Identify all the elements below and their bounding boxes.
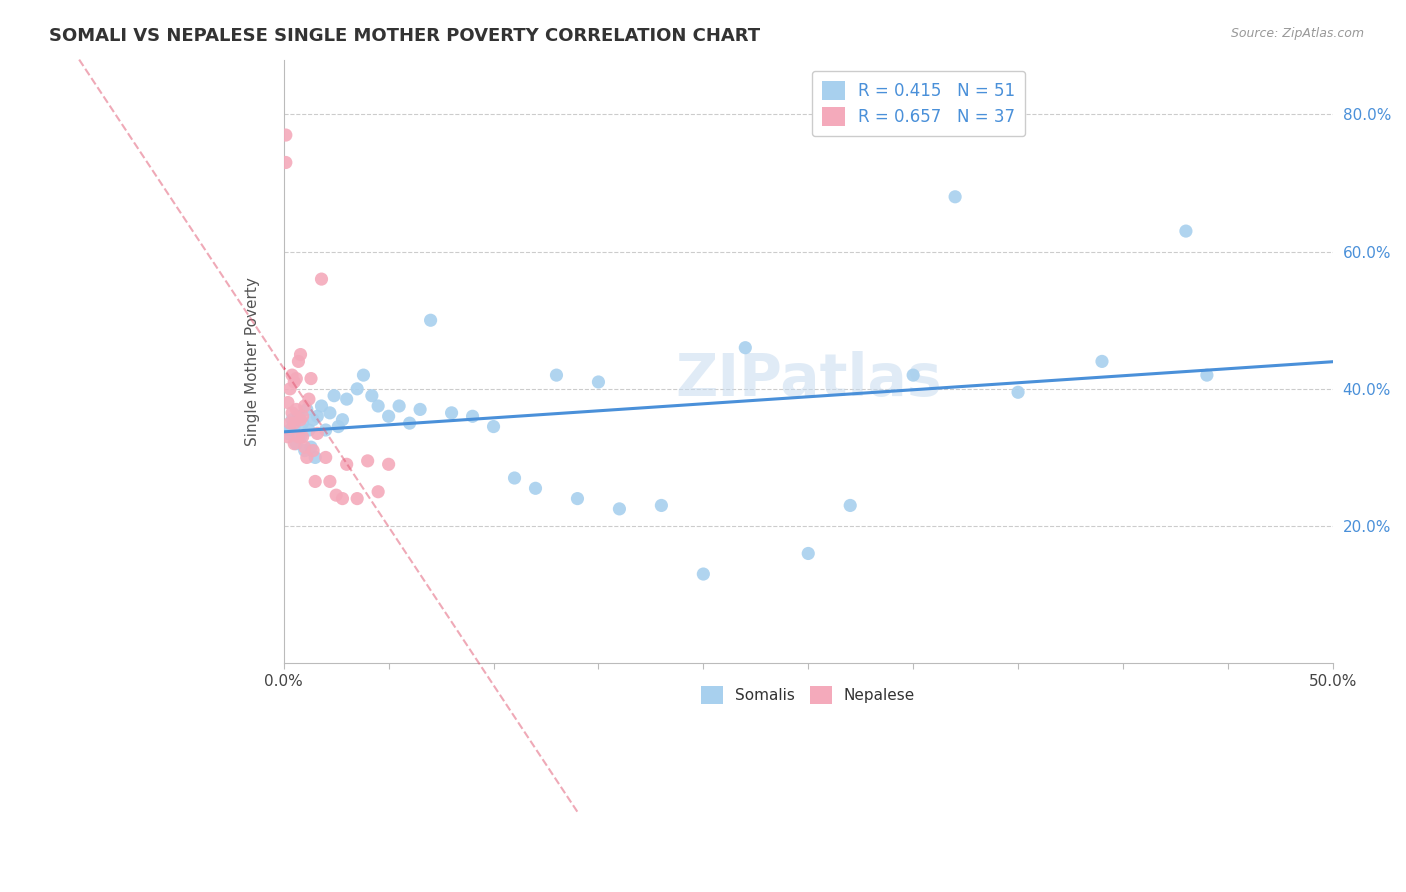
Point: [360, 389, 382, 403]
Text: Source: ZipAtlas.com: Source: ZipAtlas.com: [1230, 27, 1364, 40]
Point: [285, 402, 308, 417]
Point: [283, 436, 305, 450]
Text: SOMALI VS NEPALESE SINGLE MOTHER POVERTY CORRELATION CHART: SOMALI VS NEPALESE SINGLE MOTHER POVERTY…: [49, 27, 761, 45]
Point: [546, 368, 568, 383]
Point: [294, 440, 316, 454]
Point: [287, 409, 309, 424]
Point: [315, 450, 337, 465]
Point: [367, 399, 389, 413]
Point: [1091, 354, 1114, 368]
Legend: Somalis, Nepalese: Somalis, Nepalese: [696, 680, 921, 710]
Point: [319, 406, 342, 420]
Point: [291, 430, 314, 444]
Point: [367, 484, 389, 499]
Point: [319, 475, 342, 489]
Point: [281, 413, 304, 427]
Point: [307, 426, 329, 441]
Point: [287, 430, 309, 444]
Point: [294, 443, 316, 458]
Point: [278, 423, 301, 437]
Point: [328, 419, 350, 434]
Point: [298, 423, 321, 437]
Point: [302, 413, 325, 427]
Point: [285, 436, 308, 450]
Point: [299, 440, 322, 454]
Point: [336, 458, 359, 472]
Point: [290, 413, 312, 427]
Point: [588, 375, 610, 389]
Point: [274, 128, 297, 142]
Point: [287, 354, 309, 368]
Point: [609, 501, 631, 516]
Point: [278, 416, 301, 430]
Point: [291, 416, 314, 430]
Point: [302, 443, 325, 458]
Point: [524, 481, 547, 495]
Point: [283, 375, 305, 389]
Y-axis label: Single Mother Poverty: Single Mother Poverty: [245, 277, 260, 446]
Point: [278, 382, 301, 396]
Point: [409, 402, 432, 417]
Point: [388, 399, 411, 413]
Point: [283, 416, 305, 430]
Point: [277, 395, 299, 409]
Point: [377, 409, 399, 424]
Text: ZIPatlas: ZIPatlas: [675, 351, 942, 408]
Point: [1174, 224, 1197, 238]
Point: [346, 382, 368, 396]
Point: [295, 402, 318, 417]
Point: [356, 454, 378, 468]
Point: [295, 450, 318, 465]
Point: [304, 450, 326, 465]
Point: [283, 419, 305, 434]
Point: [281, 406, 304, 420]
Point: [325, 488, 347, 502]
Point: [567, 491, 589, 506]
Point: [839, 499, 862, 513]
Point: [307, 409, 329, 424]
Point: [281, 368, 304, 383]
Point: [692, 567, 714, 582]
Point: [440, 406, 463, 420]
Point: [304, 475, 326, 489]
Point: [311, 399, 333, 413]
Point: [285, 371, 308, 385]
Point: [298, 392, 321, 406]
Point: [332, 413, 354, 427]
Point: [277, 430, 299, 444]
Point: [315, 423, 337, 437]
Point: [311, 272, 333, 286]
Point: [482, 419, 505, 434]
Point: [650, 499, 672, 513]
Point: [943, 190, 966, 204]
Point: [332, 491, 354, 506]
Point: [274, 155, 297, 169]
Point: [461, 409, 484, 424]
Point: [336, 392, 359, 406]
Point: [323, 389, 346, 403]
Point: [353, 368, 375, 383]
Point: [277, 426, 299, 441]
Point: [290, 347, 312, 361]
Point: [377, 458, 399, 472]
Point: [290, 430, 312, 444]
Point: [291, 409, 314, 424]
Point: [1007, 385, 1029, 400]
Point: [901, 368, 924, 383]
Point: [1195, 368, 1218, 383]
Point: [503, 471, 526, 485]
Point: [299, 371, 322, 385]
Point: [398, 416, 420, 430]
Point: [797, 546, 820, 560]
Point: [419, 313, 441, 327]
Point: [294, 399, 316, 413]
Point: [346, 491, 368, 506]
Point: [734, 341, 756, 355]
